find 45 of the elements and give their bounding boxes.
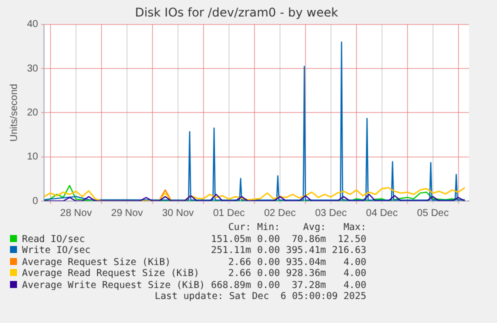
legend-label: Average Request Size (KiB) (21, 256, 172, 268)
x-tick-label: 01 Dec (213, 208, 245, 219)
text: Avg: (302, 222, 326, 234)
legend-label: Average Read Request Size (KiB) (21, 268, 200, 280)
text: 4.00 (342, 280, 366, 291)
legend-label: Write IO/sec (21, 245, 92, 256)
x-tick-label: 03 Dec (315, 208, 347, 219)
text: 0.00 (256, 245, 280, 256)
text: 0.00 (256, 234, 280, 245)
text: 4.00 (342, 268, 366, 280)
text: Max: (342, 222, 366, 234)
legend-label: Average Write Request Size (KiB) (21, 280, 206, 291)
text: 2.66 (227, 256, 252, 268)
text: 37.28m (290, 280, 326, 291)
text: 70.86m (290, 234, 326, 245)
text: Last update: Sat Dec 6 05:00:09 2025 (154, 291, 366, 302)
text: 0.00 (256, 256, 280, 268)
y-tick-label: 0 (32, 196, 39, 207)
x-tick-label: 04 Dec (366, 208, 398, 219)
text: 216.63 (331, 245, 366, 256)
x-tick-label: 30 Nov (162, 208, 194, 219)
y-tick-label: 10 (27, 152, 39, 163)
text: 935.04m (284, 256, 326, 268)
text: 0.00 (256, 268, 280, 280)
y-tick-label: 30 (27, 63, 39, 74)
chart-title: Disk IOs for /dev/zram0 - by week (134, 5, 338, 20)
x-tick-label: 02 Dec (264, 208, 296, 219)
text: 151.05m (210, 234, 252, 245)
text: 2.66 (227, 268, 252, 280)
text: 4.00 (342, 256, 366, 268)
text: 12.50 (336, 234, 366, 245)
x-tick-label: 29 Nov (111, 208, 143, 219)
x-tick-label: 05 Dec (417, 208, 449, 219)
y-tick-label: 20 (27, 107, 39, 118)
text: 668.89m (210, 280, 252, 291)
text: 395.41m (284, 245, 326, 256)
x-tick-label: 28 Nov (60, 208, 92, 219)
text: Cur: (227, 222, 252, 234)
y-axis-title: Units/second (8, 84, 20, 142)
text: 928.36m (284, 268, 326, 280)
text: Min: (256, 222, 280, 234)
text: 0.00 (256, 280, 280, 291)
text: 251.11m (210, 245, 252, 256)
legend-label: Read IO/sec (21, 234, 86, 245)
y-tick-label: 40 (27, 19, 39, 30)
